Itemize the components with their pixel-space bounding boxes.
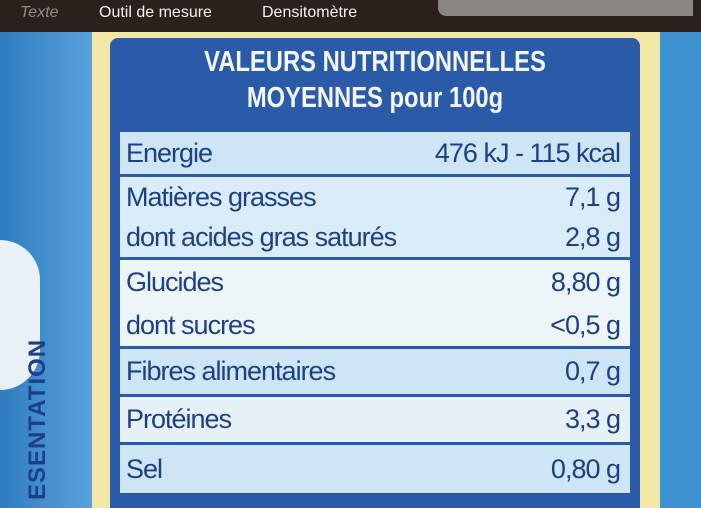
table-row: dont sucres <0,5 g [120, 304, 630, 346]
side-text: ESENTATION [24, 338, 51, 500]
table-row: Energie 476 kJ - 115 kcal [120, 132, 630, 174]
table-row: dont acides gras saturés 2,8 g [120, 217, 630, 257]
table-row: Matières grasses 7,1 g [120, 177, 630, 217]
nutrient-value: 476 kJ - 115 kcal [434, 138, 621, 168]
nutrient-value: 0,7 g [564, 356, 621, 386]
package-graphic [0, 240, 40, 390]
toolbar: Texte Outil de mesure Densitomètre [0, 0, 701, 32]
table-row: Sel 0,80 g [120, 445, 630, 493]
table-title: VALEURS NUTRITIONNELLES MOYENNES pour 10… [158, 44, 593, 116]
toolbar-panel [438, 0, 693, 16]
nutrient-label: Matières grasses [126, 182, 317, 212]
table-row: Protéines 3,3 g [120, 397, 630, 442]
toolbar-item-texte[interactable]: Texte [20, 4, 59, 21]
toolbar-item-densitometre[interactable]: Densitomètre [262, 4, 358, 21]
title-line-1: VALEURS NUTRITIONNELLES [204, 46, 546, 78]
nutrient-label: Fibres alimentaires [126, 356, 336, 386]
nutrient-label: Sel [126, 454, 163, 484]
nutrient-label: Protéines [126, 404, 232, 434]
table-row: Glucides 8,80 g [120, 260, 630, 304]
nutrient-label: Glucides [126, 267, 224, 297]
nutrient-value: 8,80 g [550, 267, 621, 297]
nutrient-value: 2,8 g [564, 222, 621, 252]
nutrient-label: dont acides gras saturés [126, 222, 397, 252]
nutrient-label: dont sucres [126, 310, 256, 340]
title-line-2: MOYENNES pour 100g [246, 82, 504, 114]
package-right [660, 32, 701, 508]
nutrition-table: VALEURS NUTRITIONNELLES MOYENNES pour 10… [110, 38, 640, 508]
nutrient-value: <0,5 g [550, 310, 621, 340]
nutrient-value: 0,80 g [550, 454, 621, 484]
nutrient-label: Energie [126, 138, 213, 168]
toolbar-item-outil-de-mesure[interactable]: Outil de mesure [99, 4, 212, 21]
table-row: Fibres alimentaires 0,7 g [120, 349, 630, 394]
nutrient-value: 7,1 g [564, 182, 621, 212]
nutrient-value: 3,3 g [564, 404, 621, 434]
